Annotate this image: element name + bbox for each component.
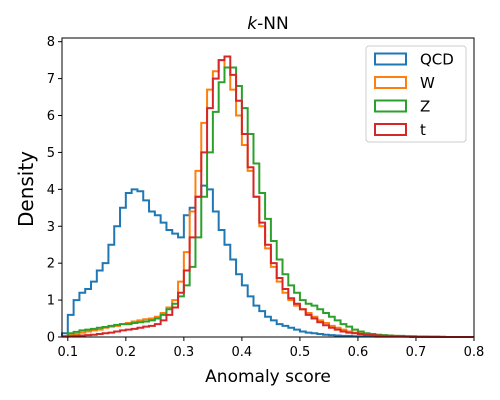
y-tick-label: 5 <box>47 146 55 161</box>
y-tick-label: 6 <box>47 109 55 124</box>
legend: QCD WZt <box>365 45 467 143</box>
legend-box <box>365 45 467 143</box>
x-tick-label: 0.4 <box>232 345 253 360</box>
x-tick-label: 0.6 <box>348 345 369 360</box>
x-tick-label: 0.2 <box>115 345 136 360</box>
y-tick-label: 2 <box>47 257 55 272</box>
legend-label-t: t <box>420 121 426 139</box>
x-tick-label: 0.7 <box>406 345 427 360</box>
series-t-histogram <box>61 55 474 338</box>
legend-swatch-t <box>374 123 407 136</box>
legend-swatch-qcd <box>374 52 407 66</box>
y-tick-label: 7 <box>47 72 55 87</box>
y-tick-label: 8 <box>47 35 55 50</box>
y-tick-label: 3 <box>47 220 55 235</box>
x-tick-label: 0.5 <box>290 345 311 360</box>
y-tick-label: 4 <box>47 183 55 198</box>
series-group <box>61 55 474 338</box>
y-tick-label: 1 <box>47 294 55 309</box>
legend-label-qcd: QCD <box>420 51 454 69</box>
x-axis-ticks: 0.1 0.2 0.3 0.4 0.5 0.6 0.7 0.8 <box>57 337 484 360</box>
legend-label-w: W <box>420 74 435 92</box>
legend-swatch-w <box>374 76 407 89</box>
x-tick-label: 0.3 <box>174 345 195 360</box>
y-axis-label: Density <box>14 151 38 227</box>
plot-frame <box>61 37 475 338</box>
x-tick-label: 0.1 <box>57 345 78 360</box>
chart-title: k-NN <box>247 14 288 34</box>
y-axis-ticks: 0 1 2 3 4 5 6 7 8 <box>47 35 62 346</box>
series-qcd-histogram <box>61 184 474 338</box>
y-tick-label: 0 <box>47 331 55 346</box>
x-tick-label: 0.8 <box>464 345 485 360</box>
legend-swatch-z <box>374 99 407 113</box>
x-axis-label: Anomaly score <box>205 367 331 387</box>
legend-label-z: Z <box>420 98 430 116</box>
